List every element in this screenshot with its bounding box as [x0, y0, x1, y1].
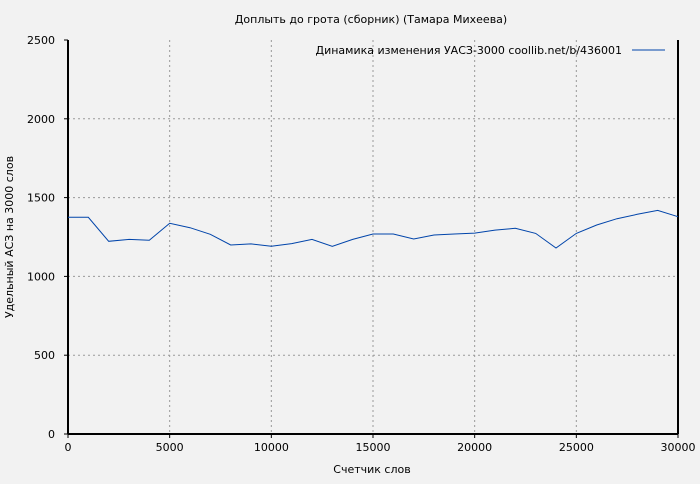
chart-title: Доплыть до грота (сборник) (Тамара Михее…	[235, 13, 507, 26]
y-tick-label: 1500	[27, 192, 55, 205]
tick-labels: 0 5000 10000 15000 20000 25000 30000 0 500 1000 15…	[27, 34, 696, 454]
x-axis-label: Счетчик слов	[333, 463, 410, 476]
y-tick-label: 500	[34, 349, 55, 362]
x-tick-label: 0	[65, 441, 72, 454]
y-tick-label: 1000	[27, 270, 55, 283]
legend: Динамика изменения УАСЗ-3000 coollib.net…	[316, 44, 666, 57]
axes	[64, 40, 678, 438]
x-tick-label: 15000	[356, 441, 391, 454]
y-tick-label: 2500	[27, 34, 55, 47]
y-tick-label: 2000	[27, 113, 55, 126]
x-tick-label: 30000	[661, 441, 696, 454]
legend-label: Динамика изменения УАСЗ-3000 coollib.net…	[316, 44, 623, 57]
grid	[68, 40, 678, 434]
x-tick-label: 10000	[254, 441, 289, 454]
y-axis-label: Удельный АСЗ на 3000 слов	[3, 156, 16, 318]
x-tick-label: 20000	[457, 441, 492, 454]
x-tick-label: 25000	[559, 441, 594, 454]
y-tick-label: 0	[48, 428, 55, 441]
x-tick-label: 5000	[156, 441, 184, 454]
